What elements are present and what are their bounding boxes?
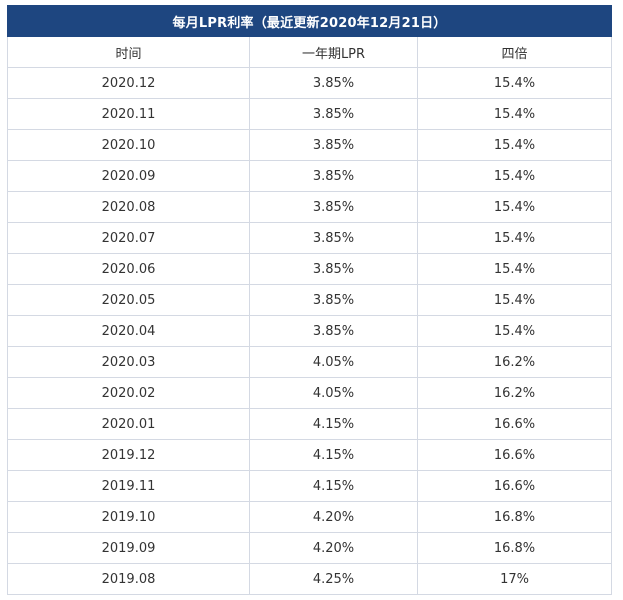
table-title-row: 每月LPR利率（最近更新2020年12月21日） [6, 5, 613, 37]
cell-time: 2020.02 [7, 377, 250, 409]
cell-time: 2020.10 [7, 129, 250, 161]
cell-time: 2020.09 [7, 160, 250, 192]
cell-lpr: 3.85% [249, 129, 418, 161]
cell-four-times: 15.4% [416, 222, 613, 254]
cell-four-times: 15.4% [416, 315, 613, 347]
cell-lpr: 4.15% [249, 408, 418, 440]
table-body: 2020.12 3.85% 15.4% 2020.11 3.85% 15.4% … [7, 67, 613, 595]
cell-lpr: 4.25% [249, 563, 418, 595]
cell-time: 2020.07 [7, 222, 250, 254]
lpr-rate-table: 每月LPR利率（最近更新2020年12月21日） 时间 一年期LPR 四倍 20… [6, 5, 613, 595]
cell-four-times: 15.4% [416, 284, 613, 316]
cell-lpr: 3.85% [249, 191, 418, 223]
cell-time: 2019.12 [7, 439, 250, 471]
table-row: 2019.09 4.20% 16.8% [7, 532, 613, 564]
table-row: 2020.08 3.85% 15.4% [7, 191, 613, 223]
table-row: 2020.05 3.85% 15.4% [7, 284, 613, 316]
cell-time: 2020.12 [7, 67, 250, 99]
table-row: 2019.11 4.15% 16.6% [7, 470, 613, 502]
table-row: 2020.02 4.05% 16.2% [7, 377, 613, 409]
cell-lpr: 4.05% [249, 377, 418, 409]
cell-time: 2020.01 [7, 408, 250, 440]
cell-four-times: 16.8% [416, 532, 613, 564]
cell-four-times: 15.4% [416, 129, 613, 161]
column-header-four-times: 四倍 [416, 36, 613, 68]
table-row: 2020.01 4.15% 16.6% [7, 408, 613, 440]
cell-time: 2019.10 [7, 501, 250, 533]
cell-four-times: 15.4% [416, 191, 613, 223]
cell-time: 2020.03 [7, 346, 250, 378]
cell-four-times: 16.6% [416, 408, 613, 440]
cell-lpr: 4.15% [249, 439, 418, 471]
cell-lpr: 3.85% [249, 253, 418, 285]
cell-lpr: 3.85% [249, 98, 418, 130]
cell-time: 2019.08 [7, 563, 250, 595]
table-title: 每月LPR利率（最近更新2020年12月21日） [6, 5, 613, 37]
cell-time: 2020.06 [7, 253, 250, 285]
cell-four-times: 17% [416, 563, 613, 595]
lpr-table-container: 每月LPR利率（最近更新2020年12月21日） 时间 一年期LPR 四倍 20… [6, 5, 613, 595]
cell-four-times: 15.4% [416, 160, 613, 192]
cell-time: 2020.04 [7, 315, 250, 347]
cell-time: 2019.09 [7, 532, 250, 564]
table-row: 2020.10 3.85% 15.4% [7, 129, 613, 161]
table-row: 2020.09 3.85% 15.4% [7, 160, 613, 192]
table-header-row: 时间 一年期LPR 四倍 [7, 36, 613, 68]
table-row: 2020.11 3.85% 15.4% [7, 98, 613, 130]
cell-time: 2020.05 [7, 284, 250, 316]
table-row: 2019.12 4.15% 16.6% [7, 439, 613, 471]
cell-four-times: 16.6% [416, 470, 613, 502]
cell-lpr: 4.20% [249, 501, 418, 533]
cell-lpr: 3.85% [249, 222, 418, 254]
cell-lpr: 3.85% [249, 160, 418, 192]
cell-lpr: 3.85% [249, 67, 418, 99]
cell-lpr: 4.05% [249, 346, 418, 378]
cell-four-times: 15.4% [416, 253, 613, 285]
table-row: 2020.03 4.05% 16.2% [7, 346, 613, 378]
table-row: 2020.12 3.85% 15.4% [7, 67, 613, 99]
cell-lpr: 4.20% [249, 532, 418, 564]
cell-four-times: 15.4% [416, 98, 613, 130]
cell-four-times: 16.2% [416, 377, 613, 409]
cell-four-times: 16.2% [416, 346, 613, 378]
cell-time: 2019.11 [7, 470, 250, 502]
table-row: 2019.10 4.20% 16.8% [7, 501, 613, 533]
table-row: 2020.04 3.85% 15.4% [7, 315, 613, 347]
column-header-time: 时间 [7, 36, 250, 68]
table-row: 2019.08 4.25% 17% [7, 563, 613, 595]
table-row: 2020.06 3.85% 15.4% [7, 253, 613, 285]
table-row: 2020.07 3.85% 15.4% [7, 222, 613, 254]
column-header-one-year-lpr: 一年期LPR [249, 36, 418, 68]
cell-lpr: 4.15% [249, 470, 418, 502]
cell-four-times: 16.8% [416, 501, 613, 533]
cell-four-times: 16.6% [416, 439, 613, 471]
cell-lpr: 3.85% [249, 284, 418, 316]
cell-time: 2020.08 [7, 191, 250, 223]
cell-lpr: 3.85% [249, 315, 418, 347]
cell-four-times: 15.4% [416, 67, 613, 99]
cell-time: 2020.11 [7, 98, 250, 130]
